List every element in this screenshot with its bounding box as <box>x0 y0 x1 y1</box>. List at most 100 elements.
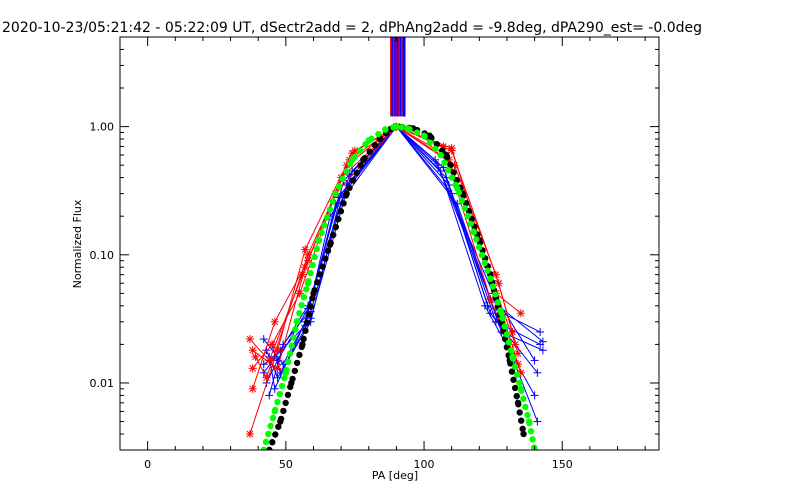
green-fit-point <box>365 137 372 144</box>
red-trace-point <box>251 352 260 361</box>
blue-trace-point <box>530 391 539 400</box>
red-trace-point <box>301 263 310 272</box>
black-fit-point <box>360 156 367 164</box>
green-fit-curve <box>260 123 538 450</box>
blue-trace-line <box>266 125 538 379</box>
y-axis-label: Normalized Flux <box>71 199 84 288</box>
red-trace-point <box>486 295 495 304</box>
red-trace-point <box>270 317 279 326</box>
black-fit-point <box>426 132 433 139</box>
blue-trace-point <box>533 368 542 377</box>
red-trace-point <box>514 349 523 358</box>
blue-trace-point <box>444 181 453 190</box>
red-trace-point-d2 <box>252 353 259 361</box>
black-fit-point <box>326 241 334 248</box>
green-fit-point <box>404 125 411 132</box>
black-fit-point <box>277 418 284 425</box>
blue-trace-point <box>538 346 547 355</box>
red-trace-point <box>245 429 254 438</box>
green-fit-point <box>509 353 516 361</box>
x-tick-label: 50 <box>279 458 293 471</box>
red-trace-point <box>516 309 525 318</box>
green-fit-point <box>393 123 400 130</box>
blue-trace-line <box>271 125 536 375</box>
red-trace-point-d2 <box>246 430 254 438</box>
red-trace-line <box>252 125 519 389</box>
red-trace-point-d2 <box>351 147 359 154</box>
red-trace-point-d2 <box>249 365 257 372</box>
black-fit-point <box>343 190 350 197</box>
red-trace-point-d2 <box>301 263 309 271</box>
plot-frame <box>119 36 660 451</box>
red-trace-point <box>268 340 277 349</box>
black-fit-point <box>288 379 295 387</box>
chart-title: 2020-10-23/05:21:42 - 05:22:09 UT, dSect… <box>2 20 702 36</box>
green-fit-point <box>282 369 290 377</box>
red-trace-point-d2 <box>301 246 309 253</box>
red-trace-point <box>447 146 456 155</box>
red-trace-point-d2 <box>249 346 257 354</box>
red-trace-point-d2 <box>268 341 276 348</box>
blue-trace-point <box>259 335 268 344</box>
green-fit-point <box>260 446 267 450</box>
green-fit-point <box>304 280 312 287</box>
red-trace-point <box>248 364 257 373</box>
red-trace-point <box>245 335 254 344</box>
green-fit-point <box>382 126 389 133</box>
red-trace-point-d2 <box>517 309 525 317</box>
blue-trace-point <box>530 356 539 365</box>
plot-area <box>245 37 547 450</box>
red-trace-point-d2 <box>514 350 522 357</box>
green-fit-point <box>271 408 278 415</box>
red-trace-point-d2 <box>265 357 273 364</box>
y-tick-label: 0.10 <box>90 249 115 262</box>
blue-trace-point <box>533 417 542 426</box>
x-tick-label: 0 <box>144 458 151 471</box>
black-fit-point <box>442 151 450 159</box>
green-fit-point <box>420 132 428 139</box>
green-fit-point <box>498 310 505 317</box>
red-trace-point-d2 <box>448 147 456 154</box>
y-tick-label: 1.00 <box>90 121 115 134</box>
red-trace-point <box>262 373 271 382</box>
red-trace-point <box>248 384 257 393</box>
red-trace-point-d2 <box>246 335 254 343</box>
red-trace-point-d2 <box>263 374 270 382</box>
green-fit-point <box>517 385 524 393</box>
black-fit-point <box>310 290 317 297</box>
green-fit-point <box>293 318 301 326</box>
red-trace-point-d2 <box>304 251 312 259</box>
blue-trace-point <box>483 301 492 310</box>
blue-trace-point <box>270 384 279 393</box>
black-fit-point <box>514 399 522 407</box>
blue-trace-point <box>538 337 547 346</box>
green-fit-point <box>525 418 533 425</box>
y-tick-label: 0.01 <box>90 377 115 390</box>
red-trace-point-d2 <box>249 385 257 393</box>
red-trace-point-d2 <box>487 295 494 303</box>
x-tick-label: 150 <box>552 458 573 471</box>
x-axis-label: PA [deg] <box>372 469 418 482</box>
blue-trace-point <box>265 391 274 400</box>
green-fit-point <box>437 151 444 159</box>
red-trace-point-d2 <box>271 318 279 326</box>
black-fit-point <box>520 430 527 438</box>
red-trace-point-d2 <box>495 279 503 287</box>
black-fit-point <box>376 135 384 143</box>
axes: 0 50 100 150 0.01 0.10 1.00 <box>90 36 659 471</box>
green-fit-point <box>332 190 339 197</box>
blue-trace-point <box>279 360 288 369</box>
red-trace-point <box>248 346 257 355</box>
x-tick-label: 100 <box>414 458 435 471</box>
green-fit-point <box>454 185 461 192</box>
black-fit-point <box>299 341 306 348</box>
green-fit-point <box>348 156 356 164</box>
black-fit-point <box>266 446 273 450</box>
red-trace-point-d2 <box>274 365 281 372</box>
red-trace-point <box>273 364 282 373</box>
blue-trace-point <box>536 327 545 336</box>
green-fit-point <box>315 236 323 244</box>
red-trace-point <box>494 279 503 288</box>
green-fit-point <box>487 275 494 282</box>
